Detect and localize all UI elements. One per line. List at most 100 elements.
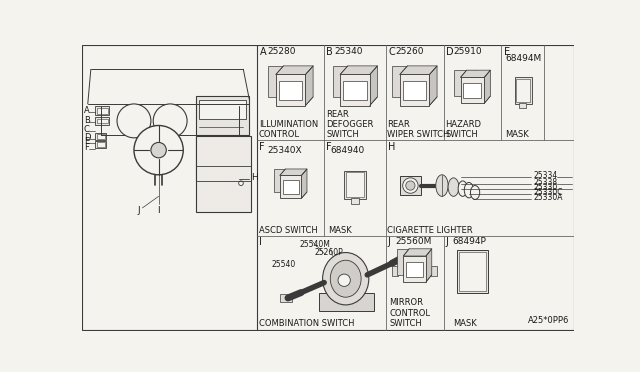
Ellipse shape: [436, 175, 448, 196]
Bar: [344, 171, 365, 199]
Bar: [95, 133, 106, 140]
Polygon shape: [280, 169, 307, 175]
Text: H: H: [388, 142, 396, 152]
Text: 25540: 25540: [271, 260, 295, 269]
Bar: [279, 81, 302, 100]
Text: F: F: [326, 142, 332, 152]
Circle shape: [134, 125, 183, 175]
Text: MASK: MASK: [452, 319, 477, 328]
Bar: [276, 74, 305, 106]
Bar: [257, 45, 573, 330]
Text: B: B: [326, 47, 333, 57]
Bar: [268, 66, 298, 97]
Bar: [200, 140, 246, 158]
Circle shape: [153, 104, 187, 138]
Polygon shape: [301, 169, 307, 198]
Bar: [351, 198, 359, 204]
Text: A: A: [84, 106, 90, 115]
Polygon shape: [400, 66, 437, 74]
Text: 25338: 25338: [534, 178, 557, 187]
Text: 25330A: 25330A: [534, 193, 563, 202]
Bar: [344, 81, 367, 100]
Bar: [196, 136, 251, 212]
Bar: [319, 293, 374, 311]
Text: 25330: 25330: [534, 183, 558, 192]
Bar: [457, 250, 488, 293]
Bar: [340, 74, 370, 106]
Bar: [198, 100, 246, 119]
Bar: [97, 119, 108, 123]
Ellipse shape: [464, 183, 474, 198]
Text: J: J: [137, 206, 140, 215]
Text: J: J: [445, 237, 448, 247]
Bar: [406, 262, 423, 277]
Polygon shape: [276, 66, 313, 74]
Circle shape: [338, 274, 350, 286]
Text: CIGARETTE LIGHTER: CIGARETTE LIGHTER: [387, 226, 473, 235]
Text: A: A: [259, 47, 266, 57]
Text: 25330C: 25330C: [534, 188, 563, 197]
Text: A25*0PP6: A25*0PP6: [528, 316, 570, 325]
Text: HAZARD
SWITCH: HAZARD SWITCH: [445, 120, 481, 140]
Text: MASK: MASK: [505, 130, 529, 140]
Bar: [97, 108, 108, 114]
Text: 68494M: 68494M: [505, 54, 541, 63]
Circle shape: [239, 181, 243, 186]
Polygon shape: [429, 66, 437, 106]
Text: MASK: MASK: [328, 226, 352, 235]
Bar: [280, 175, 301, 198]
Text: COMBINATION SWITCH: COMBINATION SWITCH: [259, 319, 354, 328]
Text: 25540M: 25540M: [300, 240, 330, 249]
Bar: [95, 117, 109, 125]
Text: 684940: 684940: [330, 146, 365, 155]
Text: J: J: [387, 237, 390, 247]
Bar: [400, 74, 429, 106]
Text: H: H: [251, 173, 258, 182]
Bar: [392, 66, 422, 97]
Text: E: E: [504, 47, 509, 57]
Polygon shape: [305, 66, 313, 106]
Polygon shape: [340, 66, 378, 74]
Text: 25340: 25340: [334, 47, 363, 56]
Polygon shape: [370, 66, 378, 106]
Polygon shape: [426, 249, 432, 282]
Polygon shape: [403, 249, 432, 256]
Bar: [200, 160, 246, 177]
Ellipse shape: [330, 260, 361, 297]
Bar: [196, 96, 250, 135]
Circle shape: [406, 181, 415, 190]
Bar: [196, 136, 250, 181]
Bar: [519, 103, 525, 108]
Text: D: D: [84, 132, 90, 141]
Bar: [95, 141, 106, 148]
Bar: [333, 66, 362, 97]
Text: 25560M: 25560M: [395, 237, 431, 246]
Text: ASCD SWITCH: ASCD SWITCH: [259, 226, 317, 235]
Bar: [454, 70, 478, 96]
Text: I: I: [157, 206, 160, 215]
Text: F: F: [259, 142, 265, 152]
Text: 25260P: 25260P: [315, 248, 344, 257]
Bar: [283, 180, 299, 194]
Text: 25334: 25334: [534, 171, 558, 180]
Text: D: D: [446, 47, 453, 57]
Bar: [515, 77, 532, 104]
Bar: [463, 83, 481, 98]
Text: REAR
DEFOGGER
SWITCH: REAR DEFOGGER SWITCH: [326, 109, 374, 140]
Circle shape: [151, 142, 166, 158]
Ellipse shape: [470, 186, 480, 199]
Ellipse shape: [323, 253, 369, 305]
Bar: [392, 266, 399, 276]
Text: ILLUMINATION
CONTROL: ILLUMINATION CONTROL: [259, 120, 318, 140]
Text: REAR
WIPER SWITCH: REAR WIPER SWITCH: [387, 120, 450, 140]
Text: F: F: [84, 142, 89, 151]
Ellipse shape: [458, 181, 467, 196]
Polygon shape: [461, 70, 490, 77]
Text: 25280: 25280: [267, 47, 296, 56]
Bar: [280, 294, 292, 302]
Bar: [97, 134, 105, 140]
Bar: [97, 142, 105, 147]
Text: I: I: [259, 237, 262, 247]
Bar: [461, 77, 484, 103]
Text: C: C: [84, 125, 90, 134]
